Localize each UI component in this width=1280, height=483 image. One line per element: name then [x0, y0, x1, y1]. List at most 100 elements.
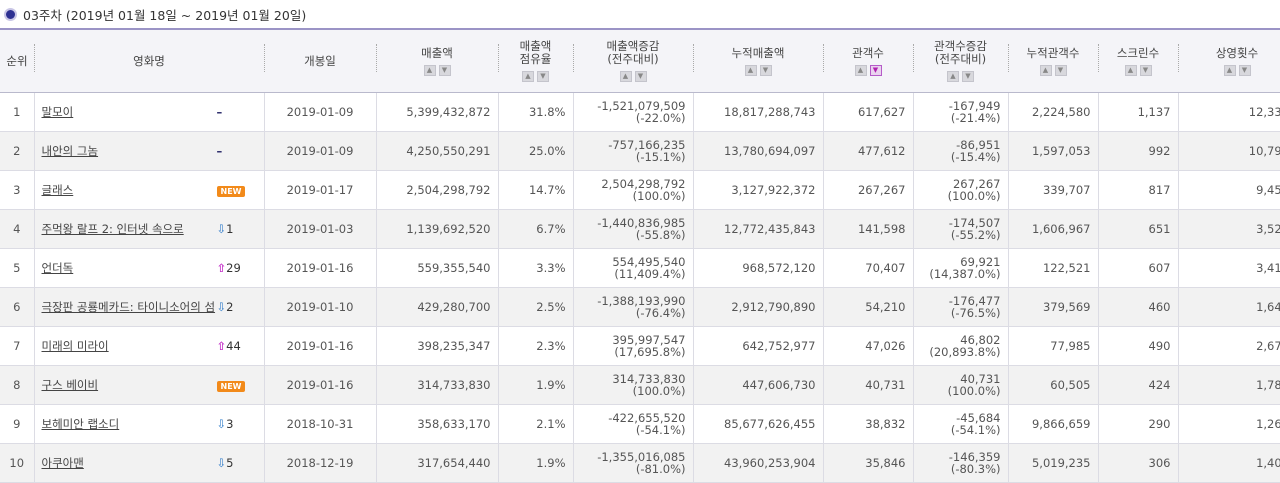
sort-asc-icon[interactable]: ▲	[1223, 64, 1236, 76]
rank-cell: 3	[0, 170, 34, 210]
sort-asc-icon[interactable]: ▲	[854, 64, 867, 76]
table-row: 3 글래스 NEW 2019-01-17 2,504,298,792 14.7%…	[0, 170, 1280, 210]
sort-desc-icon[interactable]: ▼	[1139, 64, 1152, 76]
movie-title-link[interactable]: 아쿠아맨	[41, 456, 84, 470]
shows-cell: 3,414	[1177, 248, 1280, 288]
rank-cell: 2	[0, 131, 34, 171]
movie-title-link[interactable]: 보헤미안 랩소디	[41, 417, 120, 431]
rank-down-arrow-icon: ⇩	[216, 456, 227, 470]
sort-desc-icon[interactable]: ▼	[634, 71, 647, 82]
col-rank: 순위	[0, 30, 34, 93]
rank-change: ⇧44	[216, 339, 241, 353]
cum-audience-cell: 9,866,659	[1007, 404, 1098, 444]
audience-cell: 617,627	[822, 92, 913, 132]
rank-change: ⇩1	[216, 222, 234, 236]
sales-change-cell: 314,733,830 (100.0%)	[572, 365, 693, 405]
movie-title-link[interactable]: 내안의 그놈	[41, 144, 99, 158]
movie-title-link[interactable]: 언더독	[41, 261, 74, 275]
audience-cell: 38,832	[822, 404, 913, 444]
sort-desc-icon[interactable]: ▼	[759, 64, 772, 76]
sales-change-cell: -1,440,836,985 (-55.8%)	[572, 209, 693, 249]
movie-title-link[interactable]: 주먹왕 랄프 2: 인터넷 속으로	[41, 222, 184, 236]
cum-audience-cell: 379,569	[1007, 287, 1098, 327]
screens-cell: 607	[1097, 248, 1178, 288]
rank-change: ⇩3	[216, 417, 234, 431]
sales-cell: 2,504,298,792	[375, 170, 498, 210]
share-cell: 1.9%	[497, 443, 573, 483]
cum-sales-cell: 43,960,253,904	[692, 443, 823, 483]
table-row: 2 내안의 그놈 – 2019-01-09 4,250,550,291 25.0…	[0, 131, 1280, 171]
shows-cell: 10,797	[1177, 131, 1280, 171]
share-cell: 14.7%	[497, 170, 573, 210]
rank-down-arrow-icon: ⇩	[216, 222, 227, 236]
header-row: 순위 영화명 개봉일 매출액 ▲ ▼ 매출액 점유율 ▲ ▼ 매출액증감 (전주대비) …	[0, 30, 1280, 93]
audience-cell: 54,210	[822, 287, 913, 327]
col-share: 매출액 점유율 ▲ ▼	[498, 30, 573, 93]
sales-cell: 5,399,432,872	[375, 92, 498, 132]
sort-asc-icon[interactable]: ▲	[423, 64, 436, 76]
sort-asc-icon[interactable]: ▲	[1124, 64, 1137, 76]
col-screens: 스크린수 ▲ ▼	[1098, 30, 1178, 93]
cum-audience-cell: 122,521	[1007, 248, 1098, 288]
no-change-icon: –	[216, 105, 223, 119]
release-date-cell: 2019-01-09	[263, 92, 376, 132]
movie-title-link[interactable]: 구스 베이비	[41, 378, 99, 392]
movie-title-link[interactable]: 말모이	[41, 105, 74, 119]
cum-audience-cell: 1,597,053	[1007, 131, 1098, 171]
rank-down-arrow-icon: ⇩	[216, 300, 227, 314]
release-date-cell: 2019-01-16	[263, 248, 376, 288]
aud-change-cell: 69,921 (14,387.0%)	[912, 248, 1008, 288]
cum-audience-cell: 60,505	[1007, 365, 1098, 405]
rank-cell: 7	[0, 326, 34, 366]
release-date-cell: 2018-12-19	[263, 443, 376, 483]
rank-change: NEW	[216, 378, 257, 392]
week-title: 03주차 (2019년 01월 18일 ~ 2019년 01월 20일)	[23, 7, 307, 23]
screens-cell: 460	[1097, 287, 1178, 327]
table-row: 10 아쿠아맨 ⇩5 2018-12-19 317,654,440 1.9% -…	[0, 443, 1280, 483]
sort-asc-icon[interactable]: ▲	[522, 71, 534, 82]
sales-cell: 398,235,347	[375, 326, 498, 366]
cum-sales-cell: 447,606,730	[692, 365, 823, 405]
col-cum-sales: 누적매출액 ▲ ▼	[693, 30, 823, 93]
rank-change: ⇩2	[216, 300, 234, 314]
rank-down-arrow-icon: ⇩	[216, 417, 227, 431]
sort-asc-icon[interactable]: ▲	[1039, 64, 1052, 76]
sort-asc-icon[interactable]: ▲	[947, 71, 959, 82]
aud-change-cell: -167,949 (-21.4%)	[912, 92, 1008, 132]
aud-change-cell: -45,684 (-54.1%)	[912, 404, 1008, 444]
sort-desc-icon[interactable]: ▼	[1238, 64, 1251, 76]
sales-change-cell: 554,495,540 (11,409.4%)	[572, 248, 693, 288]
movie-cell: 미래의 미라이 ⇧44	[33, 326, 264, 366]
release-date-cell: 2019-01-17	[263, 170, 376, 210]
shows-cell: 3,527	[1177, 209, 1280, 249]
movie-title-link[interactable]: 극장판 공룡메카드: 타이니소어의 섬	[41, 300, 216, 314]
bullet-icon	[4, 7, 17, 21]
audience-cell: 70,407	[822, 248, 913, 288]
rank-cell: 6	[0, 287, 34, 327]
table-row: 7 미래의 미라이 ⇧44 2019-01-16 398,235,347 2.3…	[0, 326, 1280, 366]
col-shows: 상영횟수 ▲ ▼	[1178, 30, 1280, 93]
movie-cell: 보헤미안 랩소디 ⇩3	[33, 404, 264, 444]
movie-title-link[interactable]: 미래의 미라이	[41, 339, 109, 353]
sales-change-cell: -1,355,016,085 (-81.0%)	[572, 443, 693, 483]
sort-desc-icon[interactable]: ▼	[537, 71, 549, 82]
col-sales-change: 매출액증감 (전주대비) ▲ ▼	[573, 30, 693, 93]
sort-desc-icon[interactable]: ▼	[438, 64, 451, 76]
audience-cell: 141,598	[822, 209, 913, 249]
release-date-cell: 2018-10-31	[263, 404, 376, 444]
sales-change-cell: -422,655,520 (-54.1%)	[572, 404, 693, 444]
new-badge: NEW	[216, 186, 246, 197]
table-row: 8 구스 베이비 NEW 2019-01-16 314,733,830 1.9%…	[0, 365, 1280, 405]
cum-sales-cell: 85,677,626,455	[692, 404, 823, 444]
sort-asc-icon[interactable]: ▲	[619, 71, 632, 82]
sort-desc-active-icon[interactable]: ▼	[869, 64, 882, 76]
sort-asc-icon[interactable]: ▲	[744, 64, 757, 76]
sort-desc-icon[interactable]: ▼	[962, 71, 974, 82]
screens-cell: 290	[1097, 404, 1178, 444]
rank-change: ⇩5	[216, 456, 234, 470]
sales-cell: 559,355,540	[375, 248, 498, 288]
movie-title-link[interactable]: 글래스	[41, 183, 74, 197]
cum-sales-cell: 3,127,922,372	[692, 170, 823, 210]
table-row: 5 언더독 ⇧29 2019-01-16 559,355,540 3.3% 55…	[0, 248, 1280, 288]
sort-desc-icon[interactable]: ▼	[1054, 64, 1067, 76]
